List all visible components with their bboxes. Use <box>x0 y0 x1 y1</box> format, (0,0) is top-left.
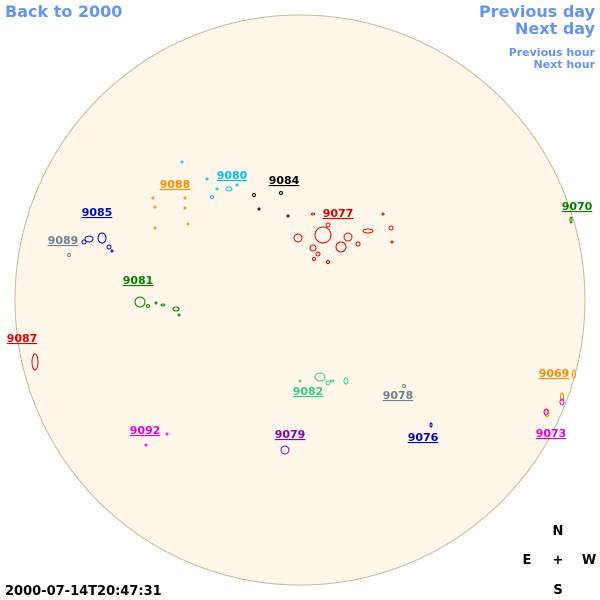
region-label[interactable]: 9084 <box>269 174 300 187</box>
region-label[interactable]: 9081 <box>123 274 154 287</box>
sunspot <box>151 196 155 200</box>
sunspot <box>172 306 180 312</box>
sunspot <box>154 301 158 305</box>
sunspot <box>210 195 214 199</box>
region-label[interactable]: 9070 <box>562 200 593 213</box>
sunspot <box>402 384 406 388</box>
sunspot <box>314 372 326 382</box>
sunspot <box>381 212 385 216</box>
sunspot <box>560 392 564 402</box>
region-label[interactable]: 9087 <box>7 332 38 345</box>
sunspot <box>205 177 209 181</box>
sunspot <box>312 257 316 261</box>
region-label[interactable]: 9076 <box>408 431 439 444</box>
sunspot <box>252 193 256 197</box>
sunspot <box>335 241 347 253</box>
region-label[interactable]: 9080 <box>217 169 248 182</box>
back-link[interactable]: Back to 2000 <box>5 2 122 21</box>
sunspot <box>293 233 303 243</box>
sunspot <box>97 232 107 244</box>
region-label[interactable]: 9077 <box>323 207 354 220</box>
sunspot <box>326 260 330 264</box>
sunspot <box>134 296 146 308</box>
previous-hour-link[interactable]: Previous hour <box>509 46 596 59</box>
sunspot <box>543 408 549 416</box>
sunspot <box>257 207 261 211</box>
sunspot <box>569 216 573 224</box>
sunspot <box>559 398 565 406</box>
sunspot <box>325 222 331 228</box>
region-label[interactable]: 9079 <box>275 428 306 441</box>
sunspot <box>298 379 302 383</box>
compass-south: S <box>553 583 562 598</box>
sunspot <box>315 251 321 257</box>
compass-north: N <box>553 524 564 539</box>
region-label[interactable]: 9088 <box>160 178 191 191</box>
sunspot <box>67 253 71 257</box>
compass-west: W <box>582 553 596 568</box>
timestamp: 2000-07-14T20:47:31 <box>5 584 162 599</box>
sunspot <box>362 228 374 234</box>
sunspot <box>429 422 433 428</box>
sunspot <box>177 313 181 317</box>
sunspot <box>343 377 349 385</box>
solar-disk <box>14 14 586 586</box>
sunspot <box>309 244 317 252</box>
sunspot <box>180 160 184 164</box>
sunspot <box>572 369 576 379</box>
sunspot <box>390 240 394 244</box>
sunspot <box>325 380 331 386</box>
sunspot <box>280 445 290 455</box>
sunspot <box>84 235 94 243</box>
region-label[interactable]: 9069 <box>539 367 570 380</box>
sunspot <box>186 222 190 226</box>
sunspot <box>355 241 361 247</box>
sunspot <box>165 432 169 436</box>
next-hour-link[interactable]: Next hour <box>534 58 596 71</box>
previous-day-link[interactable]: Previous day <box>479 2 596 21</box>
sunspot <box>314 226 332 244</box>
next-day-link[interactable]: Next day <box>515 19 596 38</box>
sunspot <box>279 191 283 195</box>
sunspot <box>146 304 150 308</box>
sunspot <box>31 353 39 371</box>
sunspot <box>106 244 112 250</box>
sunspot <box>183 196 187 200</box>
sunspot <box>110 249 114 253</box>
sunspot <box>311 212 315 216</box>
compass-east: E <box>523 553 532 568</box>
sunspot <box>286 214 290 218</box>
region-label[interactable]: 9092 <box>130 424 161 437</box>
sunspot <box>215 187 219 191</box>
sunspot <box>81 239 87 245</box>
region-label[interactable]: 9082 <box>293 385 324 398</box>
sunspot <box>160 303 166 307</box>
sunspot <box>183 206 187 210</box>
region-label[interactable]: 9073 <box>536 427 567 440</box>
sunspot <box>235 183 239 187</box>
sunspot <box>343 232 353 242</box>
region-label[interactable]: 9078 <box>383 389 414 402</box>
sunspot <box>144 443 148 447</box>
sunspot <box>153 226 157 230</box>
compass-center: + <box>553 553 564 568</box>
sunspot <box>153 205 157 209</box>
sunspot <box>388 225 394 231</box>
sunspot <box>330 379 334 383</box>
region-label[interactable]: 9089 <box>48 234 79 247</box>
sunspot <box>225 186 233 192</box>
region-label[interactable]: 9085 <box>82 206 113 219</box>
